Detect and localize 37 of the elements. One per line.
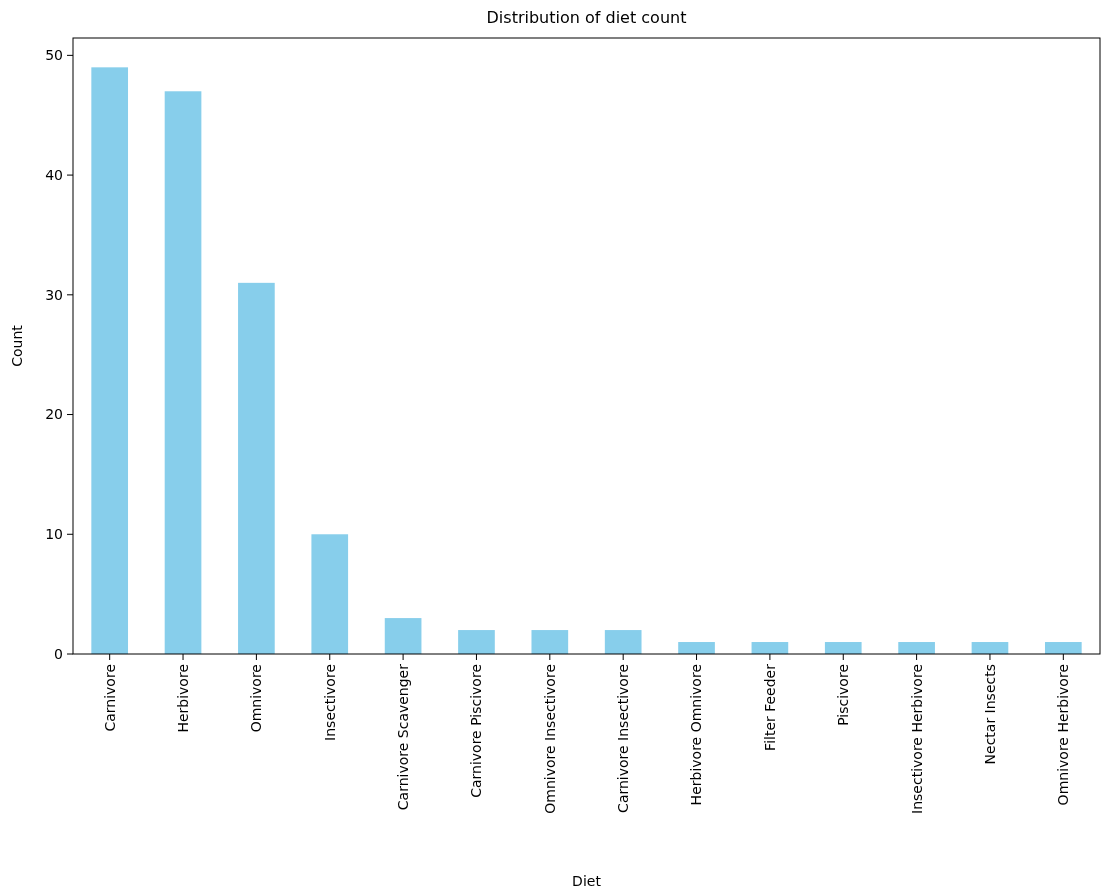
y-tick-label: 20 [45, 406, 63, 423]
x-tick-label: Insectivore Herbivore [908, 664, 925, 814]
x-tick-label: Insectivore [321, 664, 338, 741]
x-tick-label: Piscivore [835, 664, 852, 726]
x-tick-label: Carnivore Piscivore [468, 664, 485, 798]
bar [898, 642, 935, 654]
bar [238, 282, 275, 654]
bar [531, 630, 569, 654]
y-axis-title: Count [9, 324, 25, 367]
y-tick-label: 10 [45, 526, 63, 543]
x-tick-label: Omnivore Insectivore [541, 664, 558, 814]
x-tick-label: Omnivore Herbivore [1055, 664, 1072, 806]
y-tick-label: 40 [45, 166, 63, 183]
x-tick-label: Herbivore [174, 664, 191, 733]
y-tick-label: 30 [45, 286, 63, 303]
x-tick-label: Carnivore [101, 664, 118, 732]
chart-title: Distribution of diet count [486, 8, 687, 27]
x-tick-label: Nectar Insects [981, 664, 998, 765]
bar [458, 630, 495, 654]
y-tick-label: 50 [45, 47, 63, 64]
x-tick-label: Omnivore [248, 664, 265, 733]
bar [604, 630, 642, 654]
x-axis-title: Diet [572, 873, 602, 889]
x-tick-label: Filter Feeder [761, 663, 778, 751]
x-tick-label: Herbivore Omnivore [688, 664, 705, 806]
bar [384, 618, 422, 654]
bar [311, 534, 349, 654]
x-tick-label: Carnivore Insectivore [615, 664, 632, 813]
bar [678, 642, 715, 654]
bar [1044, 642, 1082, 654]
bar [824, 642, 862, 654]
y-tick-label: 0 [54, 645, 63, 662]
bar [971, 642, 1009, 654]
x-tick-label: Carnivore Scavenger [395, 663, 412, 811]
bar [164, 91, 202, 654]
bar [751, 642, 789, 654]
bar [91, 67, 129, 654]
